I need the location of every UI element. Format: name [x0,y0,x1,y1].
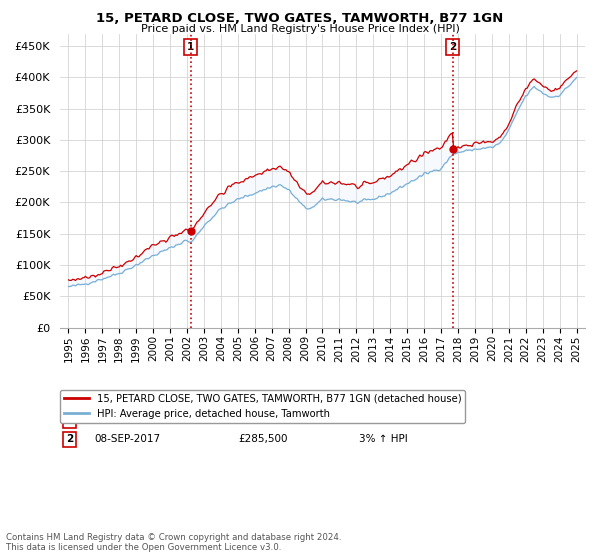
Text: 2: 2 [66,435,73,444]
Text: £154,650: £154,650 [239,415,288,425]
Text: 2: 2 [449,42,457,52]
Text: 15, PETARD CLOSE, TWO GATES, TAMWORTH, B77 1GN: 15, PETARD CLOSE, TWO GATES, TAMWORTH, B… [97,12,503,25]
Text: 08-SEP-2017: 08-SEP-2017 [94,435,160,444]
Text: Price paid vs. HM Land Registry's House Price Index (HPI): Price paid vs. HM Land Registry's House … [140,24,460,34]
Text: 14% ↑ HPI: 14% ↑ HPI [359,415,415,425]
Text: 1: 1 [66,415,73,425]
Text: 3% ↑ HPI: 3% ↑ HPI [359,435,408,444]
Text: Contains HM Land Registry data © Crown copyright and database right 2024.
This d: Contains HM Land Registry data © Crown c… [6,533,341,552]
Text: 1: 1 [187,42,194,52]
Legend: 15, PETARD CLOSE, TWO GATES, TAMWORTH, B77 1GN (detached house), HPI: Average pr: 15, PETARD CLOSE, TWO GATES, TAMWORTH, B… [60,390,466,423]
Text: £285,500: £285,500 [239,435,288,444]
Text: 20-MAR-2002: 20-MAR-2002 [94,415,164,425]
